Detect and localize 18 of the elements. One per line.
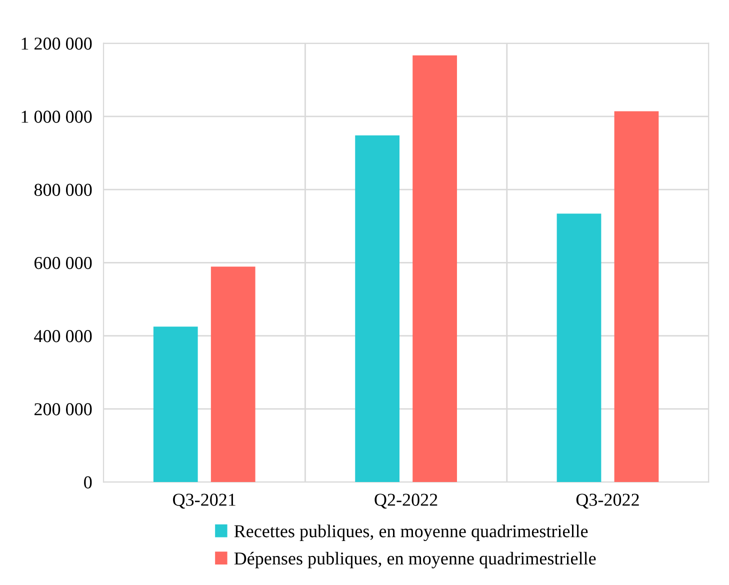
bar xyxy=(210,266,256,482)
y-tick-label: 800 000 xyxy=(34,184,92,196)
bar xyxy=(153,326,198,482)
x-tick-label: Q3-2021 xyxy=(173,494,236,509)
bar xyxy=(412,55,457,482)
y-tick-label: 600 000 xyxy=(34,256,92,270)
legend-label: Recettes publiques, en moyenne quadrimestrielle xyxy=(234,524,588,542)
y-tick-label: 400 000 xyxy=(34,330,92,342)
y-tick-label: 0 xyxy=(84,476,92,488)
bar xyxy=(614,111,659,482)
x-tick-label: Q2-2022 xyxy=(374,494,438,509)
y-tick-label: 200 000 xyxy=(34,403,92,416)
x-tick-label: Q3-2022 xyxy=(576,494,639,509)
y-tick-label: 1 200 000 xyxy=(22,38,92,50)
bar xyxy=(556,214,602,482)
y-tick-label: 1 000 000 xyxy=(22,110,92,123)
legend-label: Dépenses publiques, en moyenne quadrimestrielle xyxy=(234,552,596,568)
bar xyxy=(355,135,400,482)
